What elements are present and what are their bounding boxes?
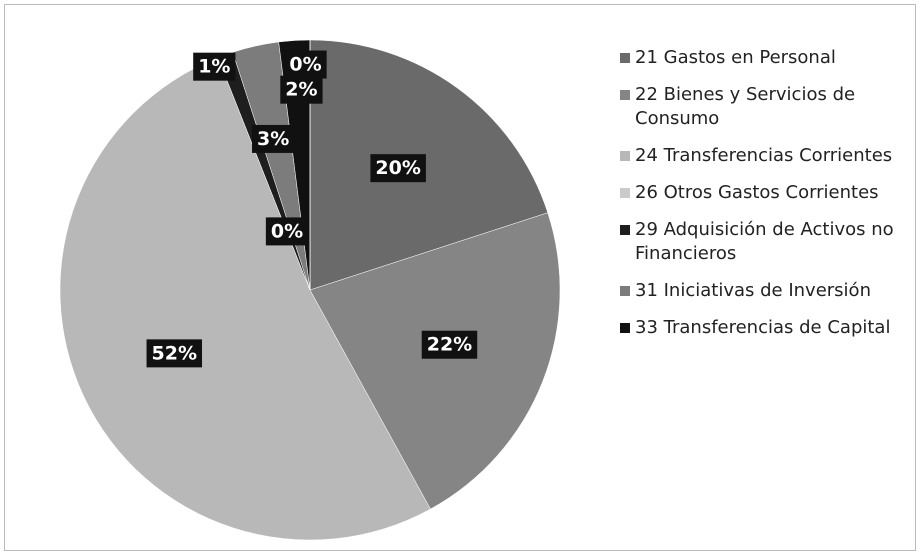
legend-label: 22 Bienes y Servicios de Consumo bbox=[635, 84, 856, 129]
data-label-box bbox=[146, 339, 203, 368]
data-label: 20% bbox=[370, 154, 426, 183]
legend-item: 21 Gastos en Personal bbox=[620, 46, 910, 70]
pie-slice bbox=[309, 212, 561, 510]
data-label: 0% bbox=[265, 217, 309, 246]
data-label-box bbox=[370, 154, 426, 183]
data-label-box bbox=[193, 52, 236, 81]
legend-label: 31 Iniciativas de Inversión bbox=[635, 280, 871, 301]
chart-panel bbox=[4, 4, 916, 551]
data-label-text: 20% bbox=[375, 157, 420, 179]
legend-label: 29 Adquisición de Activos no Financieros bbox=[635, 219, 894, 264]
legend-item: 29 Adquisición de Activos no Financieros bbox=[620, 218, 910, 266]
legend-swatch bbox=[620, 90, 630, 100]
legend-swatch bbox=[620, 225, 630, 235]
legend-item: 22 Bienes y Servicios de Consumo bbox=[620, 83, 910, 131]
data-label: 3% bbox=[252, 124, 295, 153]
data-label-text: 2% bbox=[285, 79, 317, 101]
data-label-text: 0% bbox=[289, 54, 321, 76]
legend-swatch bbox=[620, 151, 630, 161]
legend-item: 31 Iniciativas de Inversión bbox=[620, 279, 910, 303]
data-label-text: 1% bbox=[198, 56, 230, 78]
legend-label: 21 Gastos en Personal bbox=[635, 47, 836, 68]
data-label: 1% bbox=[193, 52, 236, 81]
data-label: 2% bbox=[280, 75, 323, 104]
legend-label: 24 Transferencias Corrientes bbox=[635, 145, 893, 166]
data-label-box bbox=[252, 124, 295, 153]
legend-swatch bbox=[620, 286, 630, 296]
data-label: 52% bbox=[146, 339, 203, 368]
data-label-box bbox=[265, 217, 309, 246]
data-label-box bbox=[284, 50, 327, 79]
pie-slice bbox=[59, 57, 431, 541]
legend-item: 33 Transferencias de Capital bbox=[620, 316, 910, 340]
legend: 21 Gastos en Personal 22 Bienes y Servici… bbox=[620, 46, 910, 353]
legend-item: 26 Otros Gastos Corrientes bbox=[620, 181, 910, 205]
data-label-text: 0% bbox=[271, 220, 303, 242]
legend-swatch bbox=[620, 323, 630, 333]
data-label: 0% bbox=[284, 50, 327, 79]
data-label: 22% bbox=[421, 330, 478, 359]
legend-swatch bbox=[620, 53, 630, 63]
data-label-box bbox=[280, 75, 323, 104]
legend-label: 33 Transferencias de Capital bbox=[635, 317, 891, 338]
pie-slice bbox=[309, 39, 549, 291]
data-label-text: 22% bbox=[427, 334, 472, 356]
data-label-text: 52% bbox=[152, 342, 197, 364]
legend-item: 24 Transferencias Corrientes bbox=[620, 144, 910, 168]
data-label-text: 3% bbox=[257, 128, 289, 150]
legend-swatch bbox=[620, 188, 630, 198]
legend-label: 26 Otros Gastos Corrientes bbox=[635, 182, 879, 203]
data-label-box bbox=[421, 330, 478, 359]
